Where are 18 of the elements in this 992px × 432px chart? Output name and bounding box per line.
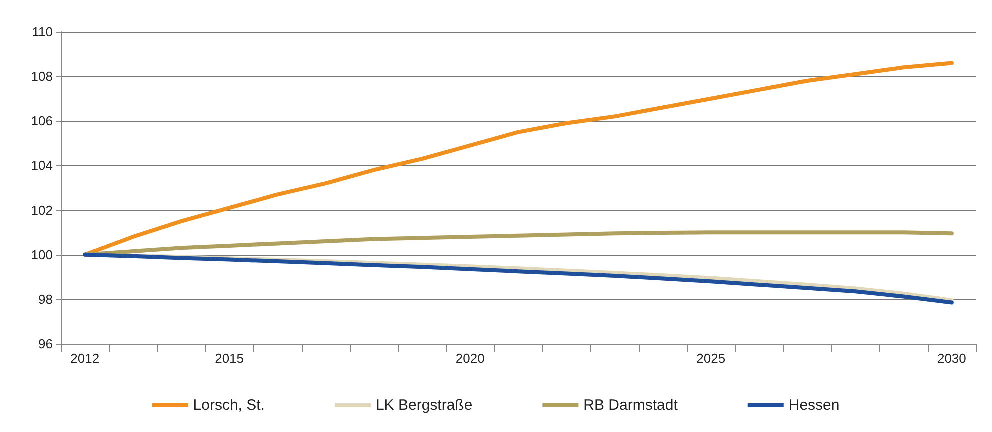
x-tick-label: 2030 <box>937 351 966 366</box>
x-tick-label: 2020 <box>456 351 485 366</box>
x-tick-label: 2012 <box>70 351 100 366</box>
y-tick-label: 108 <box>31 69 53 84</box>
legend-label: Hessen <box>788 397 840 414</box>
y-tick-label: 104 <box>31 158 53 174</box>
x-tick-label: 2025 <box>696 351 726 366</box>
legend-label: LK Bergstraße <box>376 397 473 414</box>
line-series <box>83 230 954 257</box>
legend-label: RB Darmstadt <box>584 397 679 414</box>
y-tick-label: 96 <box>38 336 53 352</box>
y-tick-label: 98 <box>38 292 53 307</box>
y-tick-label: 100 <box>31 247 53 262</box>
legend-label: Lorsch, St. <box>193 397 265 414</box>
y-tick-label: 110 <box>32 24 53 40</box>
y-tick-label: 106 <box>31 114 53 129</box>
x-tick-label: 2015 <box>215 351 244 366</box>
y-tick-label: 102 <box>31 202 53 218</box>
